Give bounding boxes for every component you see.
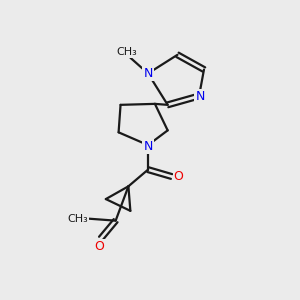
Text: CH₃: CH₃ [116, 47, 137, 57]
Text: N: N [195, 89, 205, 103]
Text: O: O [94, 240, 104, 253]
Text: O: O [173, 170, 183, 183]
Text: N: N [143, 67, 153, 80]
Text: N: N [143, 140, 153, 153]
Text: CH₃: CH₃ [67, 214, 88, 224]
